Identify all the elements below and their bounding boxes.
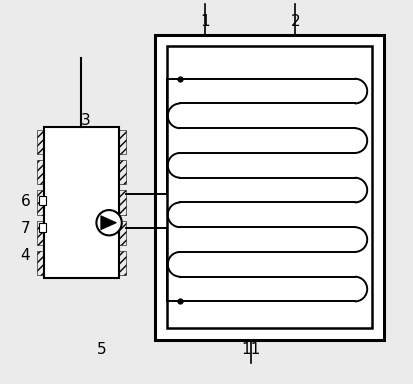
Bar: [119, 160, 125, 184]
Text: 7: 7: [21, 221, 30, 236]
Text: 5: 5: [96, 342, 106, 357]
Bar: [37, 221, 44, 245]
Bar: [119, 221, 125, 245]
Bar: [37, 251, 44, 275]
Bar: [37, 190, 44, 215]
Bar: [119, 190, 125, 215]
Text: 11: 11: [241, 342, 260, 357]
Text: 3: 3: [81, 113, 91, 129]
Bar: [155, 35, 383, 340]
Bar: [39, 196, 45, 205]
Circle shape: [96, 210, 121, 235]
Polygon shape: [101, 216, 116, 230]
Bar: [166, 46, 371, 328]
Bar: [44, 127, 119, 278]
Bar: [37, 160, 44, 184]
Text: 2: 2: [290, 13, 299, 29]
Bar: [37, 130, 44, 154]
Bar: [119, 130, 125, 154]
Text: 4: 4: [21, 248, 30, 263]
Text: 1: 1: [200, 13, 209, 29]
Text: 6: 6: [20, 194, 30, 209]
Bar: [39, 223, 45, 232]
Bar: [119, 251, 125, 275]
